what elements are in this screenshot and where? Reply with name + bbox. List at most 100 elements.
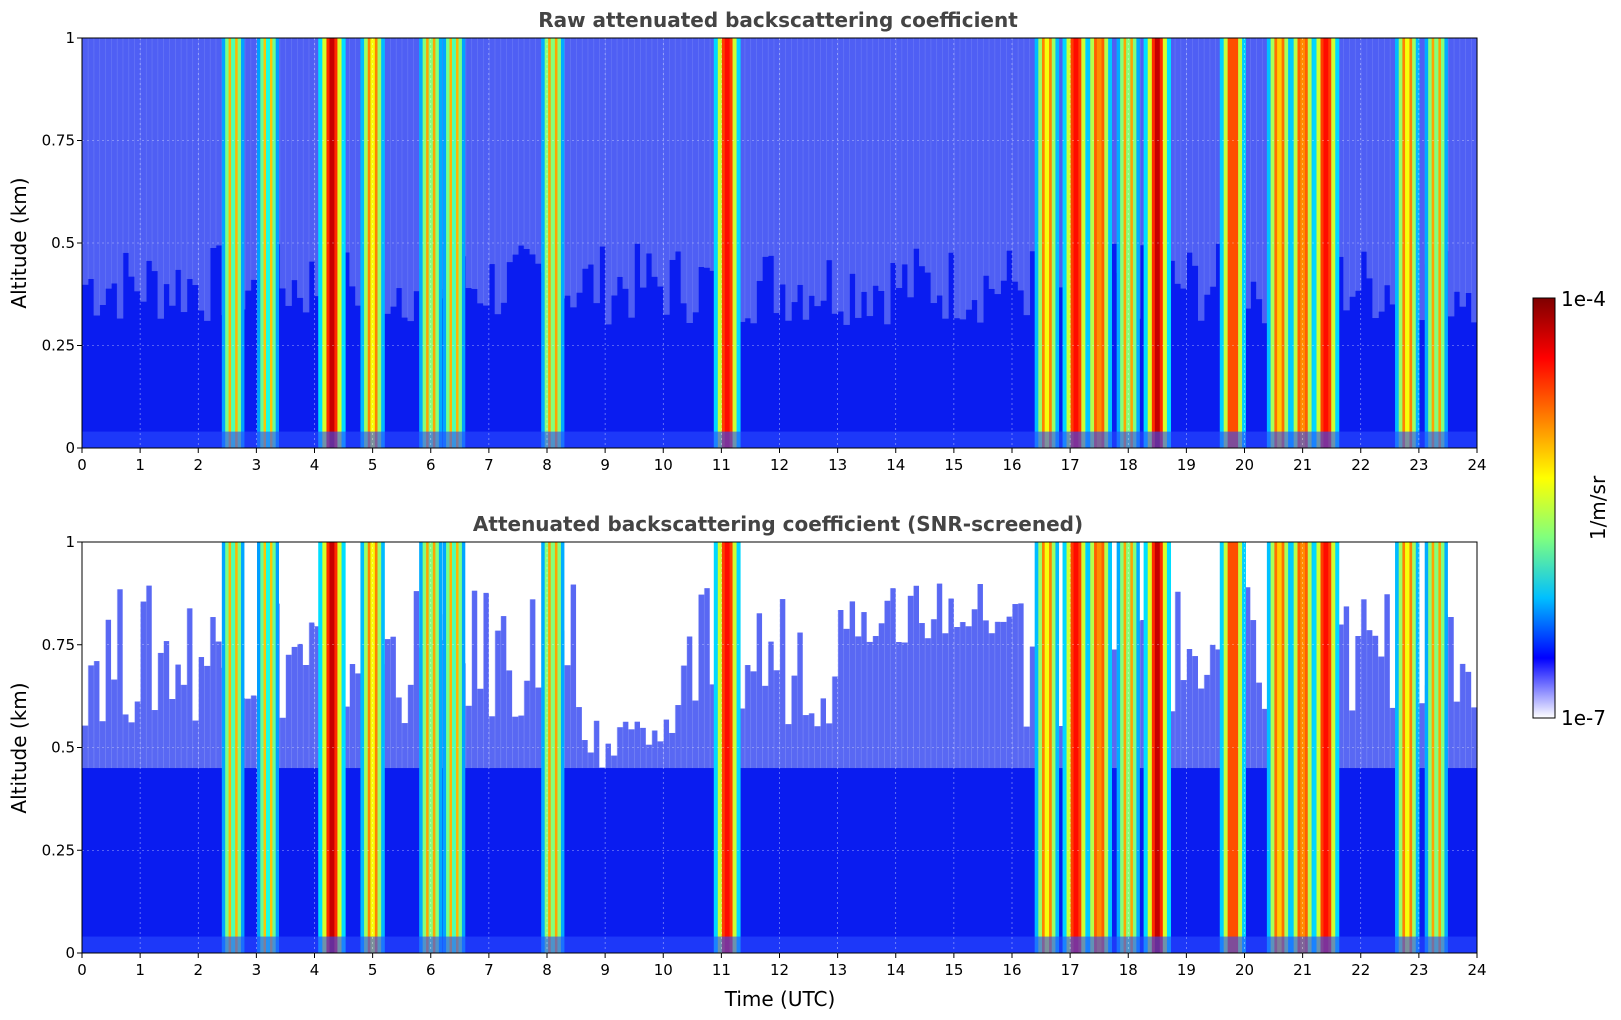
noisy-cell	[349, 664, 356, 769]
noisy-cell	[122, 714, 130, 769]
noise-cell	[849, 38, 856, 274]
noise-cell	[762, 38, 769, 257]
y-tick-label: 0	[65, 439, 75, 457]
noisy-cell	[1378, 656, 1385, 769]
noise-cell	[814, 38, 821, 307]
noise-cell	[901, 38, 908, 265]
raw-backscatter-panel: Raw attenuated backscattering coefficien…	[7, 8, 1487, 474]
y-tick-label: 1	[65, 533, 75, 551]
screened-out-cell	[762, 542, 769, 686]
noise-cell	[866, 38, 874, 317]
noise-cell	[99, 38, 106, 305]
x-tick-label: 5	[368, 456, 378, 474]
noisy-cell	[151, 710, 159, 769]
noise-cell	[82, 38, 89, 285]
noise-cell	[628, 38, 635, 318]
noisy-cell	[1006, 616, 1013, 769]
screened-out-cell	[953, 542, 961, 628]
noise-cell	[843, 38, 850, 325]
screened-out-cell	[175, 542, 182, 665]
noisy-cell	[878, 623, 885, 769]
noisy-cell	[488, 716, 496, 769]
x-tick-label: 12	[770, 961, 789, 979]
screened-out-cell	[593, 542, 600, 721]
noisy-cell	[901, 642, 908, 769]
noisy-cell	[1029, 646, 1036, 769]
noisy-cell	[93, 661, 101, 769]
noisy-cell	[930, 619, 938, 769]
noise-cell	[175, 38, 182, 270]
y-tick-label: 0.5	[51, 739, 75, 757]
screened-out-cell	[831, 542, 839, 677]
x-tick-label: 8	[542, 961, 552, 979]
noise-cell	[680, 38, 688, 304]
cloud-band	[1086, 542, 1112, 953]
screened-out-cell	[889, 542, 897, 589]
noisy-cell	[895, 641, 903, 769]
noise-cell	[1389, 38, 1397, 305]
noisy-cell	[523, 680, 531, 769]
screened-out-cell	[640, 542, 647, 728]
noise-cell	[134, 38, 141, 292]
noisy-cell	[1471, 707, 1478, 769]
x-tick-label: 15	[944, 961, 963, 979]
x-tick-label: 0	[77, 961, 87, 979]
screened-out-cell	[122, 542, 130, 715]
noise-cell	[180, 38, 188, 313]
x-tick-label: 10	[654, 456, 673, 474]
noisy-cell	[680, 665, 688, 769]
x-tick-label: 5	[368, 961, 378, 979]
screened-out-cell	[465, 542, 473, 706]
x-tick-label: 13	[828, 961, 847, 979]
noisy-cell	[128, 722, 135, 769]
noisy-cell	[244, 698, 252, 769]
colorbar: 1e-4 1e-7 1/m/sr	[1532, 287, 1610, 730]
noise-cell	[483, 38, 490, 306]
noise-cell	[791, 38, 798, 303]
screened-out-cell	[494, 542, 502, 631]
noisy-cell	[779, 599, 786, 769]
x-tick-label: 22	[1351, 961, 1370, 979]
noise-cell	[1372, 38, 1379, 319]
noise-cell	[750, 38, 757, 324]
x-tick-label: 0	[77, 456, 87, 474]
x-tick-label: 9	[600, 456, 610, 474]
noisy-cell	[186, 608, 194, 769]
noise-cell	[285, 38, 292, 306]
screened-out-cell	[1354, 542, 1362, 637]
screened-out-cell	[1453, 542, 1461, 702]
screened-out-cell	[1366, 542, 1373, 631]
screened-out-cell	[1209, 542, 1217, 645]
noise-cell	[401, 38, 409, 318]
screened-out-cell	[622, 542, 629, 722]
noisy-cell	[407, 684, 414, 769]
noise-cell	[669, 38, 676, 260]
screened-out-cell	[82, 542, 89, 726]
noise-cell	[517, 38, 525, 246]
noisy-cell	[866, 641, 874, 769]
noise-cell	[192, 38, 199, 286]
noisy-cell	[703, 588, 711, 769]
screened-out-cell	[936, 542, 943, 584]
y-tick-label: 1	[65, 29, 75, 47]
noise-cell	[204, 38, 211, 321]
screened-out-cell	[500, 542, 507, 617]
screened-out-cell	[843, 542, 850, 629]
screened-out-cell	[860, 542, 868, 613]
screened-out-cell	[134, 542, 141, 702]
noisy-cell	[1459, 663, 1466, 769]
screened-out-cell	[314, 542, 321, 627]
screened-out-cell	[564, 542, 571, 666]
noisy-cell	[785, 724, 792, 769]
screened-out-cell	[686, 542, 693, 637]
screened-out-cell	[523, 542, 531, 681]
screened-out-cell	[826, 542, 833, 724]
screened-out-cell	[250, 542, 257, 696]
screened-out-cell	[866, 542, 874, 642]
screened-out-cell	[1349, 542, 1356, 711]
noisy-cell	[767, 641, 775, 769]
noise-cell	[645, 38, 653, 254]
noise-cell	[610, 38, 618, 296]
noise-cell	[622, 38, 629, 289]
noise-cell	[564, 38, 571, 296]
